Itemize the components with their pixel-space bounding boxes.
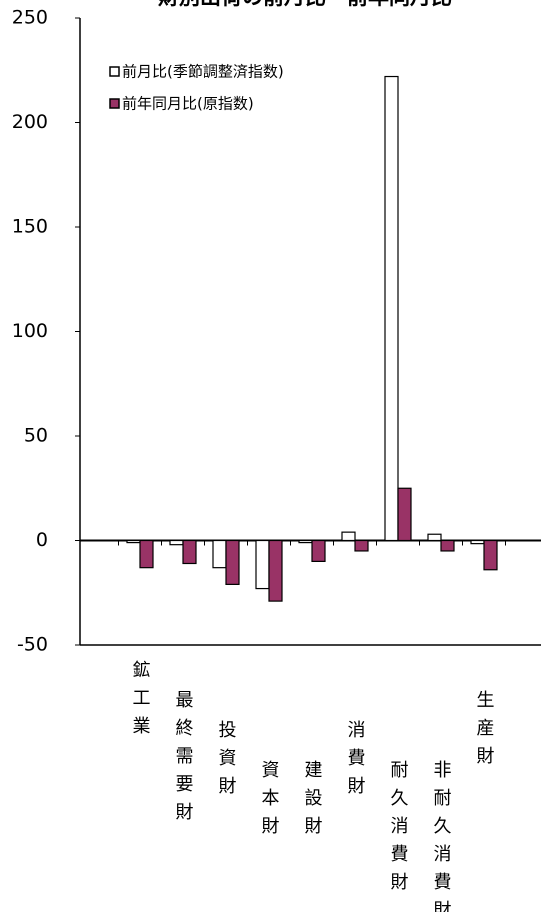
bar (354, 539, 369, 552)
bar (268, 539, 283, 602)
y-tick-label: 200 (12, 111, 48, 133)
bar (341, 531, 356, 542)
legend-swatch (109, 66, 120, 77)
bar (440, 539, 455, 552)
bar (225, 539, 240, 585)
x-tick-label: 非耐久消費財 (431, 760, 452, 912)
legend-label: 前月比(季節調整済指数) (122, 63, 284, 81)
x-tick-label: 鉱工業 (130, 660, 151, 744)
x-tick-label: 生産財 (474, 690, 495, 774)
bar (182, 539, 197, 565)
bar (397, 487, 412, 542)
x-tick-label: 投資財 (216, 720, 237, 804)
bar (255, 539, 270, 590)
bar (298, 539, 313, 544)
y-tick-label: 250 (12, 7, 48, 29)
x-tick-label: 建設財 (302, 760, 323, 844)
bar (483, 539, 498, 571)
bar (169, 539, 184, 546)
x-tick-label: 消費財 (345, 720, 366, 804)
y-tick-label: 100 (12, 320, 48, 342)
x-tick-label: 耐久消費財 (388, 760, 409, 900)
bar (470, 539, 485, 545)
x-tick-label: 最終需要財 (173, 690, 194, 830)
bar (139, 539, 154, 569)
y-tick-label: -50 (17, 634, 48, 656)
bar (384, 75, 399, 542)
legend-label: 前年同月比(原指数) (122, 95, 254, 113)
x-tick-label: 資本財 (259, 760, 280, 844)
y-tick-label: 150 (12, 216, 48, 238)
bar (212, 539, 227, 569)
legend-swatch (109, 98, 120, 109)
chart-title: 財別出荷の前月比・前年同月比 (158, 0, 452, 9)
bar (427, 533, 442, 542)
y-tick-label: 50 (24, 425, 48, 447)
bar (126, 539, 141, 544)
y-tick-label: 0 (36, 529, 48, 551)
bar (311, 539, 326, 562)
